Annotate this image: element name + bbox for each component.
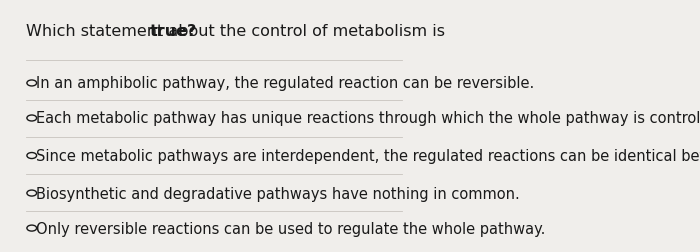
Text: In an amphibolic pathway, the regulated reaction can be reversible.: In an amphibolic pathway, the regulated … <box>36 76 534 91</box>
Text: Which statement about the control of metabolism is: Which statement about the control of met… <box>26 24 450 39</box>
Text: Biosynthetic and degradative pathways have nothing in common.: Biosynthetic and degradative pathways ha… <box>36 186 519 201</box>
Text: Since metabolic pathways are interdependent, the regulated reactions can be iden: Since metabolic pathways are interdepend… <box>36 148 700 163</box>
Text: Each metabolic pathway has unique reactions through which the whole pathway is c: Each metabolic pathway has unique reacti… <box>36 111 700 126</box>
Text: Only reversible reactions can be used to regulate the whole pathway.: Only reversible reactions can be used to… <box>36 221 545 236</box>
Text: true?: true? <box>150 24 197 39</box>
